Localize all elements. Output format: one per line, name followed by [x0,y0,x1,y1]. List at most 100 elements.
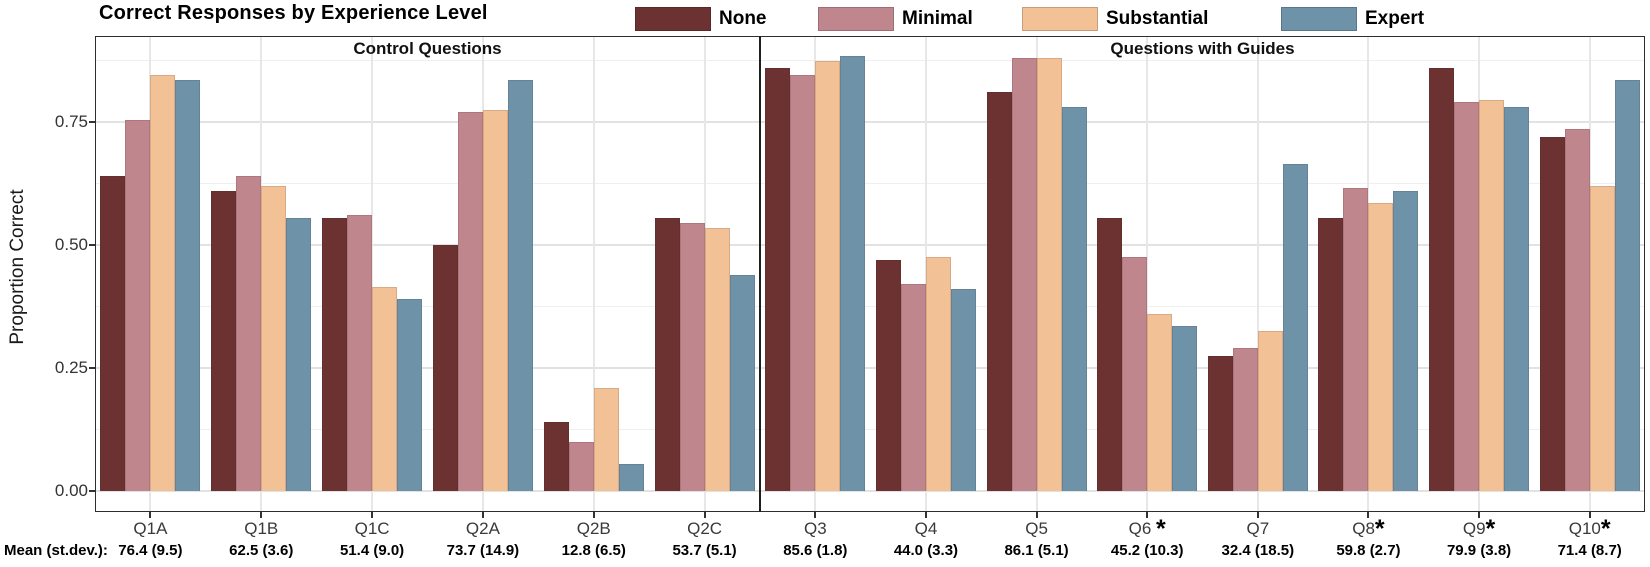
bar-q2c-substantial [704,227,730,491]
bar-q3-substantial [815,60,841,491]
x-tick-label-q2a: Q2A [465,519,500,538]
legend-label-none: None [719,8,767,29]
bar-q1a-substantial [150,75,176,491]
x-tick-label-q5: Q5 [1025,519,1048,538]
legend-label-substantial: Substantial [1106,8,1209,29]
chart-title: Correct Responses by Experience Level [99,2,488,24]
gridline-h [760,121,1645,123]
gridline-v [1146,36,1149,512]
legend-swatch-minimal [818,7,894,31]
mean-value-q7: 32.4 (18.5) [1221,542,1295,559]
x-tick-label-q1a: Q1A [133,519,168,538]
y-axis-title: Proportion Correct [7,189,28,345]
panel-divider [759,36,761,512]
x-axis-tick [924,512,927,518]
x-axis-tick [1478,512,1481,518]
x-tick-label-q3: Q3 [803,519,827,538]
x-tick-label-text: Q6 [1128,519,1157,538]
x-axis-tick [260,512,263,518]
x-tick-label-q8: Q8* [1308,517,1428,542]
significance-asterisk: * [1374,515,1385,543]
bar-q7-substantial [1257,331,1283,491]
mean-value-q1c: 51.4 (9.0) [339,542,405,559]
significance-asterisk: * [1600,515,1611,543]
bar-q6-expert [1172,326,1198,491]
y-axis-tick [89,121,95,123]
gridline-h [760,428,1645,430]
mean-value-q2a: 73.7 (14.9) [446,542,520,559]
x-tick-label-q2c: Q2C [687,519,723,538]
bar-q3-none [765,67,791,491]
x-tick-label-q7: Q7 [1246,519,1270,538]
gridline-h [95,305,760,307]
bar-q7-expert [1282,163,1308,491]
legend-swatch-expert [1281,7,1357,31]
bar-q2c-none [654,217,680,491]
x-axis-tick [371,512,374,518]
x-tick-label-q10: Q10* [1530,517,1650,542]
gridline-h [760,367,1645,369]
bar-q3-expert [840,55,866,491]
bar-q2a-minimal [457,112,483,491]
x-axis-tick [703,512,706,518]
y-axis-tick [89,490,95,492]
legend-swatch-none [635,7,711,31]
bar-q10-expert [1614,80,1640,491]
bar-q9-none [1429,67,1455,491]
bar-q1b-minimal [236,176,262,491]
bar-q4-expert [950,289,976,491]
bar-q9-substantial [1479,99,1505,491]
x-tick-label-text: Q8 [1352,519,1375,538]
bar-q1c-expert [397,299,423,491]
mean-value-q1a: 76.4 (9.5) [118,542,183,559]
mean-value-q5: 86.1 (5.1) [1004,542,1069,559]
bar-q7-minimal [1232,348,1258,491]
x-tick-label-q9: Q9* [1419,517,1539,542]
y-tick-label: 0.25 [54,358,88,377]
gridline-v [371,36,374,512]
bar-q2b-substantial [593,387,619,491]
bar-q7-none [1207,355,1233,491]
gridline-h [95,367,760,369]
bar-q2c-expert [729,274,755,491]
significance-asterisk: * [1485,515,1496,543]
bar-q2b-none [543,422,569,491]
y-axis-tick [89,367,95,369]
bar-q5-minimal [1011,58,1037,491]
x-axis-tick [481,512,484,518]
bar-q1a-minimal [125,119,151,491]
bar-q5-substantial [1036,58,1062,491]
bar-q1a-expert [175,80,201,491]
x-tick-label-text: Q10 [1568,519,1601,538]
mean-value-q4: 44.0 (3.3) [893,542,959,559]
bar-q2c-minimal [679,222,705,491]
gridline-h [760,244,1645,246]
bar-q10-none [1539,136,1565,491]
x-axis-tick [1035,512,1038,518]
bar-q2a-expert [507,80,533,491]
x-axis-tick [592,512,595,518]
x-tick-label-q4: Q4 [914,519,938,538]
x-axis-tick [149,512,152,518]
x-axis-tick [1146,512,1149,518]
gridline-h [95,428,760,430]
gridline-v [1256,36,1259,512]
mean-value-q9: 79.9 (3.8) [1446,542,1512,559]
bar-q8-expert [1393,190,1419,491]
x-axis-tick [1367,512,1370,518]
x-tick-label-q6: Q6 * [1087,517,1207,542]
mean-value-q10: 71.4 (8.7) [1557,542,1622,559]
bar-q4-substantial [925,257,951,491]
mean-value-q1b: 62.5 (3.6) [229,542,294,559]
panel-title-control: Control Questions [353,39,502,58]
mean-value-q8: 59.8 (2.7) [1336,542,1401,559]
legend-label-expert: Expert [1365,8,1425,29]
gridline-h [760,182,1645,184]
bar-q5-expert [1061,107,1087,491]
bar-q2b-minimal [568,441,594,491]
mean-value-q3: 85.6 (1.8) [783,542,848,559]
gridline-h [95,59,760,61]
bar-q9-minimal [1454,102,1480,491]
bar-q5-none [986,92,1012,491]
